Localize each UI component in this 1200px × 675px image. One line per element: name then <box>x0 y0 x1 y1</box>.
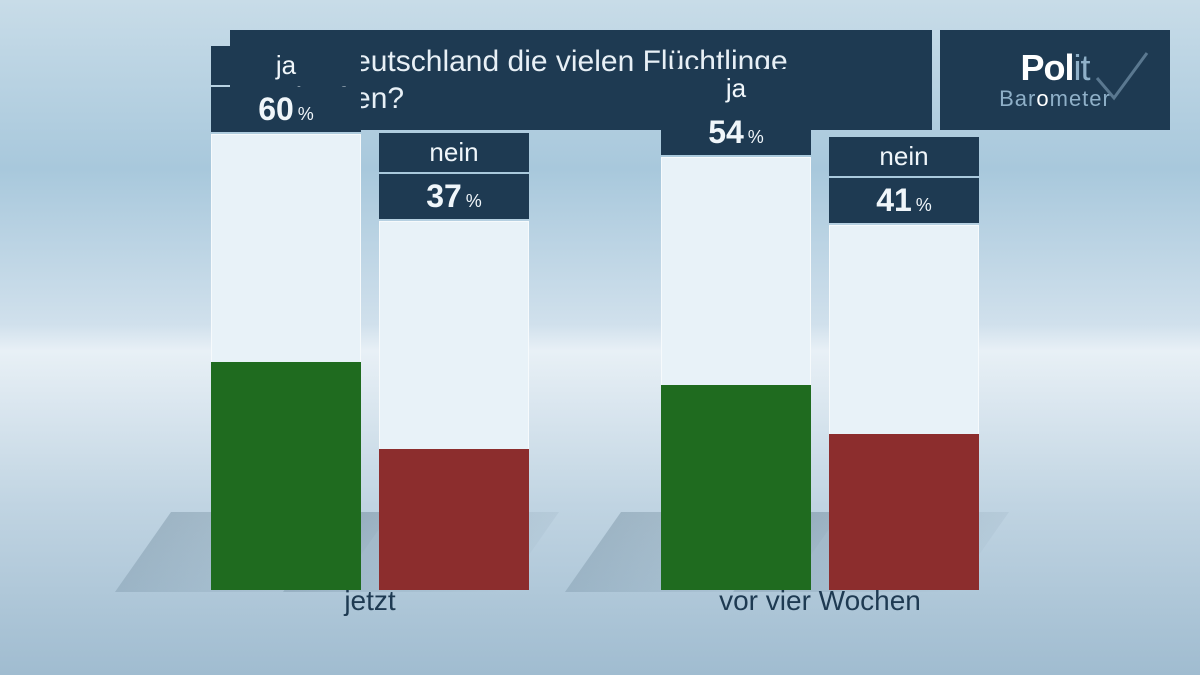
percent-sign: % <box>298 104 314 125</box>
bar-reflection <box>211 530 361 590</box>
percent-sign: % <box>466 191 482 212</box>
logo-pre: Bar <box>999 86 1036 111</box>
bar-reflection <box>661 530 811 590</box>
bar: nein41% <box>829 210 979 590</box>
bar: nein37% <box>379 210 529 590</box>
bar-reflection <box>379 530 529 590</box>
bar-label-stack: ja60% <box>211 46 361 134</box>
logo-box: Polit Barometer <box>940 30 1170 130</box>
bar-value-number: 60 <box>258 91 294 128</box>
bar-value-label: 41% <box>829 178 979 223</box>
chart-area: jetztja60%nein37%vor vier Wochenja54%nei… <box>0 150 1200 630</box>
bar-label-stack: ja54% <box>661 69 811 157</box>
bars-row: ja54%nein41% <box>650 210 990 590</box>
bar-name-label: ja <box>661 69 811 108</box>
bar-reflection <box>829 530 979 590</box>
logo-light: it <box>1074 47 1090 88</box>
bar-name-label: ja <box>211 46 361 85</box>
percent-sign: % <box>916 195 932 216</box>
bar-value-label: 60% <box>211 87 361 132</box>
logo-bold: Pol <box>1020 47 1073 88</box>
bar-label-stack: nein37% <box>379 133 529 221</box>
logo-post: meter <box>1050 86 1111 111</box>
percent-sign: % <box>748 127 764 148</box>
bar-value-label: 37% <box>379 174 529 219</box>
bar-value-number: 54 <box>708 114 744 151</box>
bars-row: ja60%nein37% <box>200 210 540 590</box>
logo-line-2: Barometer <box>999 88 1111 110</box>
bar-name-label: nein <box>829 137 979 176</box>
logo-line-1: Polit <box>1020 50 1089 86</box>
bar: ja54% <box>661 210 811 590</box>
bar-name-label: nein <box>379 133 529 172</box>
logo-o: o <box>1036 86 1049 111</box>
bar-value-label: 54% <box>661 110 811 155</box>
bar-value-number: 41 <box>876 182 912 219</box>
bar: ja60% <box>211 210 361 590</box>
bar-value-number: 37 <box>426 178 462 215</box>
bar-label-stack: nein41% <box>829 137 979 225</box>
